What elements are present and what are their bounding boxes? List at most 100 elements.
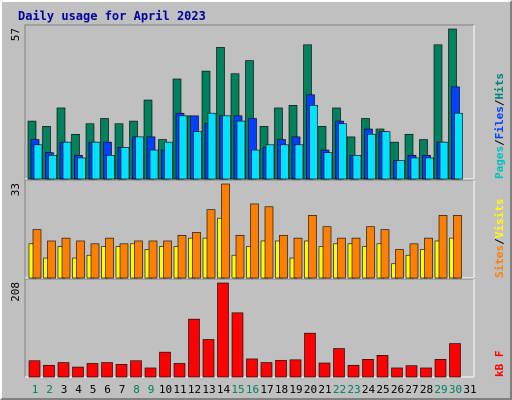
legend-item: Visits <box>493 199 506 239</box>
day-label: 11 <box>173 383 186 396</box>
kbytes-bar <box>405 365 418 378</box>
sites-bar <box>438 215 448 279</box>
pages-bar <box>396 160 405 180</box>
sites-bar <box>177 234 187 279</box>
kbytes-bar <box>434 359 447 378</box>
pages-bar <box>236 120 246 180</box>
day-label: 6 <box>104 383 111 396</box>
panel-sites-visits: 33 Sites/Visits <box>9 179 506 279</box>
kbytes-bar <box>86 363 99 378</box>
day-label: 8 <box>133 383 140 396</box>
kbytes-bar <box>173 363 186 378</box>
sites-bar <box>61 237 71 279</box>
sites-bar <box>308 215 317 279</box>
sites-bar <box>235 234 245 279</box>
pages-bar <box>178 115 188 180</box>
panel-max-label: 33 <box>9 183 22 196</box>
day-label: 10 <box>159 383 172 396</box>
day-label: 14 <box>217 383 231 396</box>
day-label: 16 <box>246 383 259 396</box>
kbytes-bar <box>391 367 403 378</box>
sites-bar <box>221 183 230 279</box>
legend-item: Hits <box>493 73 506 100</box>
day-label: 22 <box>333 383 346 396</box>
panel-legend: kB F <box>493 351 506 378</box>
pages-bar <box>222 115 231 180</box>
legend-item: Sites <box>493 245 506 278</box>
pages-bar <box>62 141 72 180</box>
kbytes-bar <box>28 360 41 378</box>
kbytes-bar <box>115 364 128 378</box>
day-label: 13 <box>202 383 215 396</box>
pages-bar <box>149 149 159 180</box>
pages-bar <box>439 141 449 180</box>
kbytes-bar <box>57 362 70 378</box>
pages-bar <box>410 157 420 180</box>
pages-bar <box>135 136 144 180</box>
day-label: 2 <box>46 383 53 396</box>
panel-legend: Pages/Files/Hits <box>493 73 506 179</box>
legend-item: kB F <box>493 351 506 378</box>
kbytes-bar <box>449 343 461 378</box>
sites-bar <box>293 237 303 279</box>
kbytes-bar <box>159 351 171 378</box>
sites-bar <box>395 249 404 279</box>
day-label: 5 <box>90 383 97 396</box>
legend-item: / <box>493 238 506 245</box>
kbytes-bar <box>217 282 229 378</box>
day-label: 17 <box>260 383 273 396</box>
day-label: 30 <box>449 383 462 396</box>
legend-item: Files <box>493 106 506 139</box>
panel-max-label: 208 <box>9 282 22 302</box>
sites-bar <box>424 237 433 279</box>
day-label: 12 <box>188 383 201 396</box>
legend-item: Pages <box>493 146 506 179</box>
kbytes-bar <box>376 355 389 378</box>
sites-bar <box>47 240 56 279</box>
kbytes-bar <box>318 362 331 378</box>
pages-bar <box>454 112 463 180</box>
pages-bar <box>280 144 289 180</box>
chart-title: Daily usage for April 2023 <box>18 9 206 23</box>
pages-bar <box>425 157 434 180</box>
pages-bar <box>381 131 391 180</box>
kbytes-bar <box>72 366 84 378</box>
day-label: 29 <box>434 383 447 396</box>
day-label: 27 <box>405 383 418 396</box>
kbytes-bar <box>101 362 113 378</box>
panel-max-label: 57 <box>9 28 22 41</box>
day-label: 3 <box>61 383 68 396</box>
pages-bar <box>77 157 86 180</box>
day-label: 28 <box>420 383 433 396</box>
kbytes-bar <box>420 367 432 378</box>
pages-bar <box>367 133 376 180</box>
kbytes-bar <box>231 312 244 378</box>
day-label: 1 <box>32 383 39 396</box>
sites-bar <box>453 215 462 279</box>
kbytes-bar <box>43 364 55 378</box>
pages-bar <box>120 147 130 180</box>
sites-bar <box>206 209 216 279</box>
day-label: 20 <box>304 383 317 396</box>
pages-bar <box>309 105 318 180</box>
kbytes-bar <box>246 358 258 378</box>
pages-bar <box>294 144 304 180</box>
sites-bar <box>76 240 85 279</box>
sites-bar <box>264 206 274 279</box>
kbytes-bar <box>289 359 302 378</box>
pages-bar <box>251 149 260 180</box>
kbytes-bar <box>347 364 360 378</box>
sites-bar <box>90 243 100 279</box>
day-label: 9 <box>148 383 155 396</box>
sites-bar <box>337 237 346 279</box>
kbytes-bar <box>275 359 287 378</box>
sites-bar <box>279 234 288 279</box>
day-label: 24 <box>362 383 376 396</box>
day-label: 26 <box>391 383 404 396</box>
kbytes-bar <box>188 318 200 378</box>
kbytes-bar <box>362 359 374 378</box>
legend-item: / <box>493 99 506 106</box>
